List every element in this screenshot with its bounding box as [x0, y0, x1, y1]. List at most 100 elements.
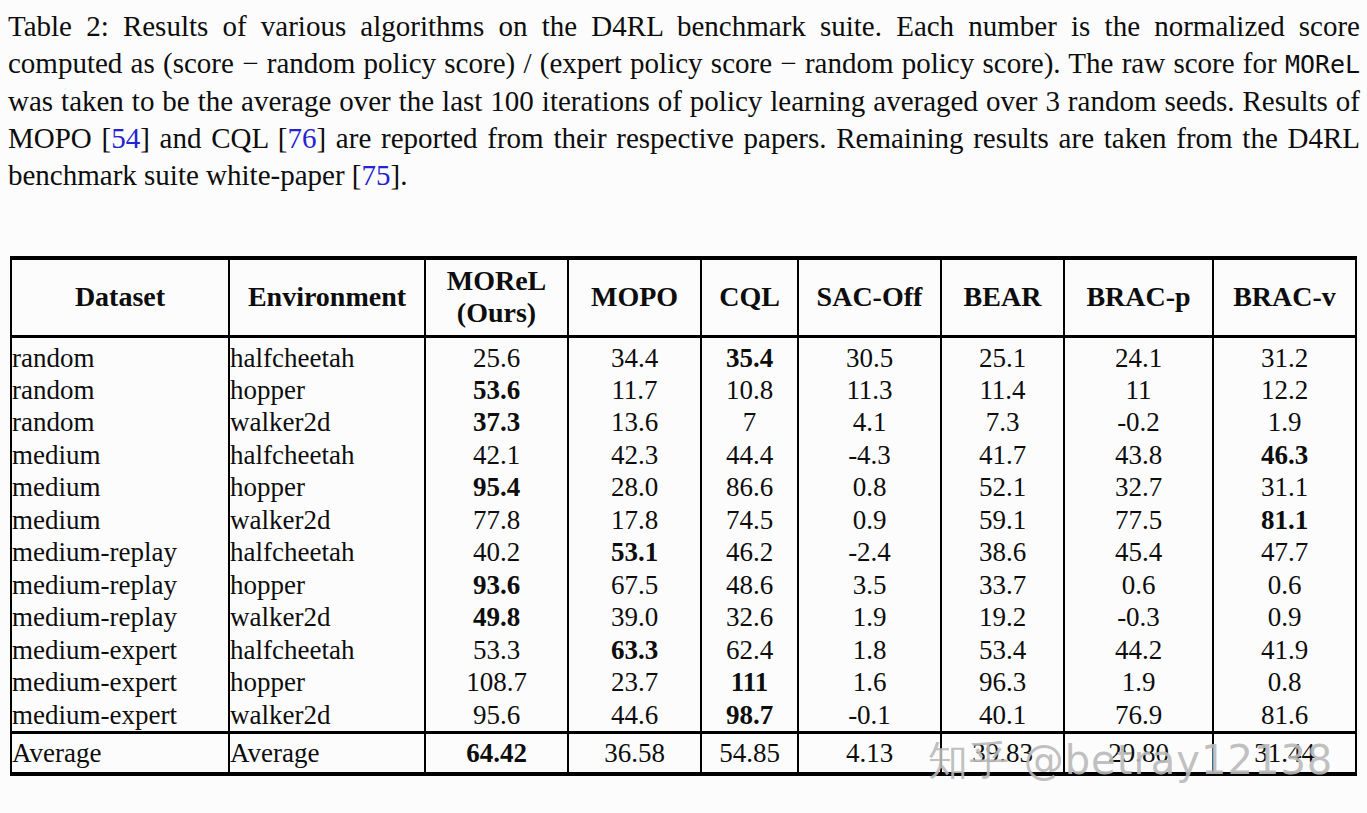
score-cell-morel: 77.8	[425, 504, 568, 537]
dataset-cell: medium	[11, 471, 229, 504]
column-header-mopo: MOPO	[568, 258, 701, 336]
table-row: medium-experthopper108.723.71111.696.31.…	[11, 666, 1356, 699]
score-cell-mopo: 23.7	[568, 666, 701, 699]
score-cell-mopo: 67.5	[568, 569, 701, 602]
score-cell-bear: 53.4	[941, 634, 1064, 667]
score-cell-sac-off: 0.9	[798, 504, 941, 537]
score-cell-mopo: 13.6	[568, 406, 701, 439]
score-cell-bear: 40.1	[941, 699, 1064, 733]
score-cell-cql: 32.6	[701, 601, 798, 634]
score-cell-bear: 39.83	[941, 732, 1064, 774]
citation-link[interactable]: 75	[362, 159, 391, 191]
score-cell-sac-off: 0.8	[798, 471, 941, 504]
environment-cell: walker2d	[229, 699, 425, 733]
score-cell-mopo: 44.6	[568, 699, 701, 733]
score-cell-bear: 7.3	[941, 406, 1064, 439]
score-cell-mopo: 28.0	[568, 471, 701, 504]
score-cell-brac-p: 43.8	[1064, 439, 1213, 472]
environment-cell: halfcheetah	[229, 536, 425, 569]
table-body: randomhalfcheetah25.634.435.430.525.124.…	[11, 336, 1356, 732]
table-caption: Table 2: Results of various algorithms o…	[8, 8, 1360, 194]
score-cell-brac-v: 81.6	[1213, 699, 1356, 733]
score-cell-cql: 7	[701, 406, 798, 439]
environment-cell: walker2d	[229, 601, 425, 634]
dataset-cell: medium-replay	[11, 601, 229, 634]
score-cell-sac-off: -0.1	[798, 699, 941, 733]
score-cell-morel: 40.2	[425, 536, 568, 569]
table-row: medium-expertwalker2d95.644.698.7-0.140.…	[11, 699, 1356, 733]
score-cell-mopo: 11.7	[568, 374, 701, 407]
score-cell-cql: 46.2	[701, 536, 798, 569]
score-cell-cql: 62.4	[701, 634, 798, 667]
score-cell-cql: 35.4	[701, 336, 798, 374]
score-cell-mopo: 17.8	[568, 504, 701, 537]
score-cell-brac-v: 31.1	[1213, 471, 1356, 504]
score-cell-brac-v: 31.2	[1213, 336, 1356, 374]
score-cell-brac-v: 41.9	[1213, 634, 1356, 667]
score-cell-mopo: 39.0	[568, 601, 701, 634]
score-cell-brac-v: 0.9	[1213, 601, 1356, 634]
score-cell-brac-p: 1.9	[1064, 666, 1213, 699]
table-row: randomwalker2d37.313.674.17.3-0.21.9	[11, 406, 1356, 439]
score-cell-morel: 49.8	[425, 601, 568, 634]
score-cell-brac-v: 0.8	[1213, 666, 1356, 699]
table-row: randomhalfcheetah25.634.435.430.525.124.…	[11, 336, 1356, 374]
score-cell-morel: 25.6	[425, 336, 568, 374]
score-cell-brac-v: 47.7	[1213, 536, 1356, 569]
score-cell-brac-v: 31.44	[1213, 732, 1356, 774]
score-cell-brac-p: 11	[1064, 374, 1213, 407]
environment-cell: halfcheetah	[229, 634, 425, 667]
citation-link[interactable]: 54	[111, 122, 140, 154]
dataset-cell: random	[11, 336, 229, 374]
caption-text: Table 2: Results of various algorithms o…	[8, 10, 1360, 79]
paper-page: Table 2: Results of various algorithms o…	[0, 0, 1367, 813]
score-cell-cql: 98.7	[701, 699, 798, 733]
score-cell-bear: 25.1	[941, 336, 1064, 374]
dataset-cell: Average	[11, 732, 229, 774]
score-cell-sac-off: 1.6	[798, 666, 941, 699]
score-cell-bear: 59.1	[941, 504, 1064, 537]
score-cell-morel: 37.3	[425, 406, 568, 439]
score-cell-brac-p: 76.9	[1064, 699, 1213, 733]
dataset-cell: medium-expert	[11, 666, 229, 699]
column-header-brac-p: BRAC-p	[1064, 258, 1213, 336]
environment-cell: halfcheetah	[229, 439, 425, 472]
column-header-sac-off: SAC-Off	[798, 258, 941, 336]
environment-cell: hopper	[229, 374, 425, 407]
environment-cell: hopper	[229, 569, 425, 602]
table-footer: AverageAverage64.4236.5854.854.1339.8329…	[11, 732, 1356, 774]
score-cell-brac-v: 12.2	[1213, 374, 1356, 407]
environment-cell: hopper	[229, 666, 425, 699]
score-cell-mopo: 36.58	[568, 732, 701, 774]
score-cell-sac-off: 3.5	[798, 569, 941, 602]
score-cell-morel: 95.4	[425, 471, 568, 504]
score-cell-brac-p: 77.5	[1064, 504, 1213, 537]
column-header-bear: BEAR	[941, 258, 1064, 336]
score-cell-bear: 33.7	[941, 569, 1064, 602]
score-cell-cql: 54.85	[701, 732, 798, 774]
score-cell-sac-off: 11.3	[798, 374, 941, 407]
score-cell-sac-off: -4.3	[798, 439, 941, 472]
score-cell-sac-off: 30.5	[798, 336, 941, 374]
score-cell-brac-v: 81.1	[1213, 504, 1356, 537]
column-header-brac-v: BRAC-v	[1213, 258, 1356, 336]
table-row: medium-replaywalker2d49.839.032.61.919.2…	[11, 601, 1356, 634]
average-row: AverageAverage64.4236.5854.854.1339.8329…	[11, 732, 1356, 774]
table-row: medium-replayhalfcheetah40.253.146.2-2.4…	[11, 536, 1356, 569]
citation-link[interactable]: 76	[287, 122, 316, 154]
column-header-environment: Environment	[229, 258, 425, 336]
score-cell-brac-p: 44.2	[1064, 634, 1213, 667]
score-cell-brac-p: 24.1	[1064, 336, 1213, 374]
table-header: DatasetEnvironmentMOReL (Ours)MOPOCQLSAC…	[11, 258, 1356, 336]
score-cell-sac-off: -2.4	[798, 536, 941, 569]
score-cell-bear: 11.4	[941, 374, 1064, 407]
score-cell-brac-v: 0.6	[1213, 569, 1356, 602]
environment-cell: hopper	[229, 471, 425, 504]
score-cell-bear: 19.2	[941, 601, 1064, 634]
table-row: mediumwalker2d77.817.874.50.959.177.581.…	[11, 504, 1356, 537]
caption-text: ] and CQL [	[140, 122, 287, 154]
dataset-cell: random	[11, 374, 229, 407]
score-cell-brac-v: 46.3	[1213, 439, 1356, 472]
environment-cell: halfcheetah	[229, 336, 425, 374]
table-row: medium-experthalfcheetah53.363.362.41.85…	[11, 634, 1356, 667]
